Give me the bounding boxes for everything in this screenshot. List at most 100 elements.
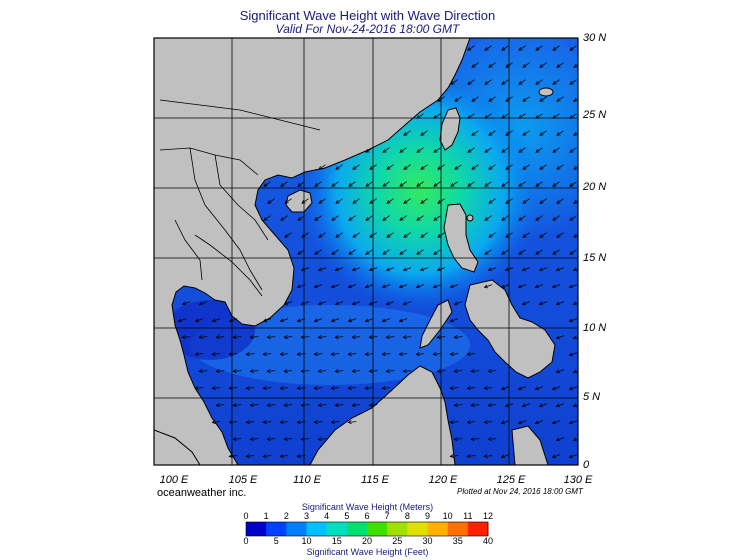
wave-arrow	[488, 404, 497, 406]
wave-arrow-head	[348, 250, 353, 255]
lat-label-20n: 20 N	[583, 181, 607, 193]
wave-arrow-head	[198, 369, 203, 374]
wave-arrow	[386, 301, 395, 305]
legend-color-segment	[266, 522, 287, 536]
sulawesi-fragment	[511, 425, 549, 465]
wave-arrow	[284, 404, 293, 406]
wave-arrow	[467, 353, 476, 355]
wave-arrow	[535, 284, 544, 288]
lat-label-10n: 10 N	[583, 322, 607, 334]
wave-arrow	[301, 404, 310, 406]
wave-arrow-head	[539, 233, 544, 238]
wave-arrow-head	[556, 199, 561, 204]
wave-arrow-head	[437, 233, 442, 238]
wave-arrow-head	[381, 318, 387, 323]
wave-arrow-head	[483, 284, 489, 289]
legend-meters-tick: 8	[404, 511, 410, 521]
wave-arrow	[518, 45, 526, 51]
wave-arrow-head	[385, 335, 390, 340]
wave-arrow	[471, 404, 480, 406]
wave-arrow-head	[535, 216, 540, 221]
wave-arrow	[301, 232, 309, 238]
wave-arrow	[501, 215, 509, 221]
wave-arrow-head	[347, 386, 352, 391]
wave-arrow-head	[572, 301, 578, 306]
wave-arrow	[297, 249, 305, 255]
central-swell	[190, 305, 470, 385]
wave-arrow-head	[334, 267, 340, 272]
legend-feet-tick: 25	[392, 536, 403, 546]
wave-arrow-head	[449, 454, 454, 459]
legend-color-segment	[447, 522, 469, 536]
wave-arrow-head	[228, 352, 233, 357]
wave-arrow	[382, 318, 391, 322]
wave-arrow-head	[573, 165, 578, 170]
wave-arrow	[369, 370, 378, 372]
legend-meters-tick: 7	[384, 511, 390, 521]
wave-arrow	[348, 249, 356, 255]
lon-label-105e: 105 E	[228, 474, 258, 486]
wave-arrow	[539, 62, 547, 68]
wave-arrow	[501, 386, 510, 390]
wave-arrow	[301, 336, 310, 338]
wave-arrow-head	[568, 386, 574, 391]
wave-arrow	[420, 232, 428, 238]
wave-arrow-head	[449, 386, 454, 391]
wave-arrow-head	[279, 420, 284, 425]
lon-label-100e: 100 E	[159, 474, 189, 486]
wave-arrow-head	[296, 420, 301, 425]
wave-arrow	[267, 370, 276, 372]
wave-arrow	[369, 267, 378, 271]
wave-arrow	[365, 318, 374, 322]
wave-arrow	[488, 164, 496, 170]
wave-arrow	[403, 370, 412, 372]
legend-color-bar	[245, 521, 489, 537]
wave-arrow-head	[535, 114, 540, 119]
wave-arrow-head	[518, 114, 523, 119]
wave-arrow-head	[262, 454, 267, 459]
wave-arrow	[246, 387, 255, 389]
wave-arrow-head	[483, 386, 488, 391]
wave-arrow-head	[437, 97, 442, 102]
legend-meters-tick: 4	[324, 511, 330, 521]
wave-arrow-head	[382, 216, 387, 221]
wave-arrow	[535, 386, 544, 390]
wave-arrow	[369, 232, 377, 238]
wave-arrow-head	[381, 284, 387, 289]
wave-arrow	[505, 62, 513, 68]
wave-arrow-head	[263, 216, 268, 221]
wave-arrow-head	[364, 352, 369, 357]
wave-arrow-head	[501, 80, 506, 85]
wave-arrow	[267, 438, 276, 440]
wave-arrow-head	[483, 420, 488, 425]
wave-arrow-head	[432, 352, 437, 357]
wave-arrow-head	[347, 284, 353, 289]
wave-arrow-head	[283, 335, 288, 340]
wave-arrow	[420, 267, 429, 271]
wave-arrow	[552, 79, 560, 85]
wave-arrow	[552, 215, 560, 221]
wave-arrow-head	[555, 369, 561, 374]
wave-arrow-head	[351, 335, 356, 340]
wave-arrow-head	[538, 301, 544, 306]
wave-arrow-head	[433, 114, 438, 119]
wave-arrow-head	[568, 284, 574, 289]
wave-arrow	[280, 318, 289, 322]
legend-color-segment	[326, 522, 348, 536]
wave-arrow	[301, 370, 310, 372]
wave-arrow	[518, 113, 526, 119]
wave-arrow-head	[266, 403, 271, 408]
legend-feet-tick: 0	[243, 536, 249, 546]
wave-arrow	[471, 96, 479, 102]
wave-arrow	[505, 96, 513, 102]
wave-arrow	[437, 96, 445, 102]
wave-arrow	[403, 198, 411, 204]
wave-arrow-head	[279, 318, 285, 323]
wave-arrow-head	[539, 199, 544, 204]
wave-arrow-head	[249, 369, 254, 374]
wave-arrow	[488, 370, 497, 372]
wave-arrow-head	[437, 165, 442, 170]
wave-arrow	[505, 403, 514, 407]
wave-arrow	[501, 45, 509, 51]
wave-arrow-head	[300, 267, 306, 272]
